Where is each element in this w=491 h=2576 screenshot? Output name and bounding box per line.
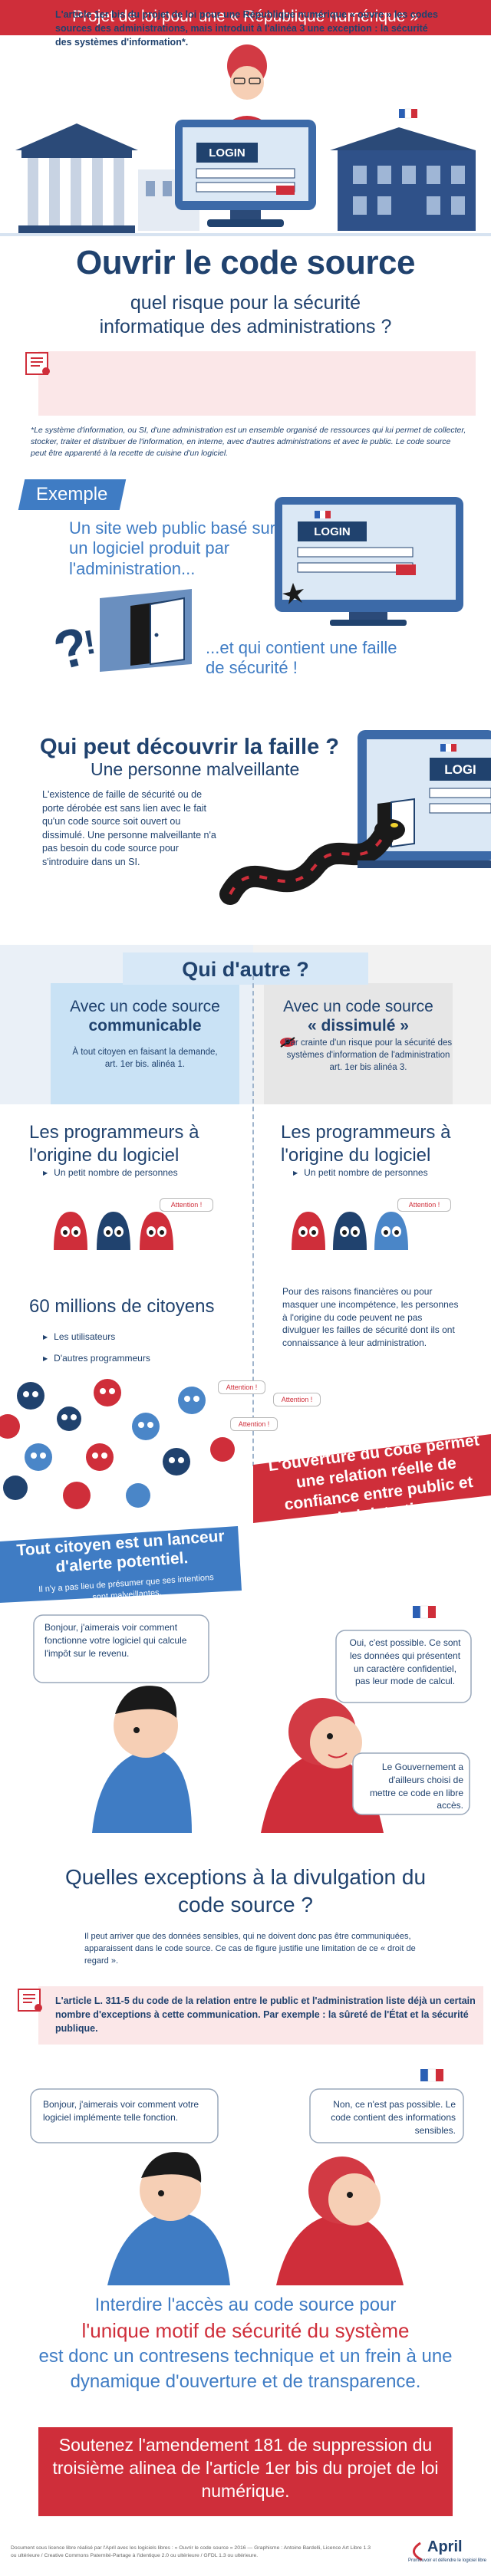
right-col-heading-bold: « dissimulé » xyxy=(308,1017,409,1035)
main-title: Ouvrir le code source xyxy=(76,244,415,281)
left-column-header-bg xyxy=(51,983,239,1104)
exceptions-title: Quelles exceptions à la divulgation du c… xyxy=(64,1865,427,1917)
citizens-bullet-users: Les utilisateurs xyxy=(43,1331,115,1342)
right-column-header-bg xyxy=(264,983,453,1104)
discover-subtitle: Une personne malveillante xyxy=(91,759,300,779)
left-col-heading-pre: Avec un code source xyxy=(70,998,220,1015)
left-programmers-note: Un petit nombre de personnes xyxy=(43,1167,177,1178)
quote-background xyxy=(38,351,476,416)
right-col-heading-pre: Avec un code source xyxy=(283,998,433,1015)
april-logo-icon xyxy=(413,2541,423,2561)
law-quote-box xyxy=(23,351,476,416)
left-programmers-heads-icon xyxy=(54,1212,173,1250)
government-note: Le Gouvernement a d'ailleurs choisi de m… xyxy=(369,1762,463,1811)
footnote-si-definition: *Le système d'information, ou SI, d'une … xyxy=(31,426,466,459)
column-divider xyxy=(252,975,254,1466)
credits-text: Document sous licence libre réalisé par … xyxy=(11,2545,371,2558)
right-programmers-heads-icon xyxy=(292,1212,408,1250)
who-else-title: Qui d'autre ? xyxy=(182,958,309,981)
april-logo-name: April xyxy=(427,2538,463,2555)
exceptions-quote-background xyxy=(38,1986,483,2045)
who-else-ribbon xyxy=(123,952,368,985)
exceptions-paragraph: Il peut arriver que des données sensible… xyxy=(84,1932,416,1966)
discover-text: L'existence de faille de sécurité ou de … xyxy=(42,789,216,867)
example-illustration-icon: LOGIN ? ! xyxy=(48,497,463,682)
scroll-document-icon xyxy=(25,352,50,375)
left-col-heading-bold: communicable xyxy=(88,1017,202,1035)
trust-ribbon-shape xyxy=(253,1434,491,1523)
april-logo-tagline: Promouvoir et défendre le logiciel libre xyxy=(407,2558,486,2563)
left-col-desc: À tout citoyen en faisant la demande, ar… xyxy=(72,1048,218,1070)
admin-speech-2: Non, ce n'est pas possible. Le code cont… xyxy=(331,2099,456,2136)
example-text-flaw: ...et qui contient une faille de sécurit… xyxy=(206,638,397,678)
banner-title: Projet de loi pour une « République numé… xyxy=(72,8,419,25)
left-programmers-heading: Les programmeurs à l'origine du logiciel xyxy=(29,1122,199,1166)
crowd-attention-bubble-2: Attention ! xyxy=(273,1393,321,1406)
right-col-desc: Par crainte d'un risque pour la sécurité… xyxy=(284,1038,453,1073)
exceptions-quote-box xyxy=(15,1986,483,2045)
hidden-eye-icon xyxy=(280,1037,295,1048)
snake-hacker-illustration-icon: LOGI xyxy=(219,730,491,905)
right-programmers-note: Un petit nombre de personnes xyxy=(293,1167,427,1178)
law-quote-text: L'article 1er bis du projet de loi pour … xyxy=(55,9,438,48)
call-to-action-box xyxy=(38,2427,453,2516)
scroll-document-icon-2 xyxy=(18,1989,42,2012)
right-col-heading: Avec un code source « dissimulé » xyxy=(264,997,453,1035)
call-to-action-text: Soutenez l'amendement 181 de suppression… xyxy=(52,2435,439,2501)
discover-title: Qui peut découvrir la faille ? xyxy=(40,735,339,759)
citizens-bullet-programmers: D'autres programmeurs xyxy=(43,1353,150,1364)
conclusion-line-1: Interdire l'accès au code source pour xyxy=(94,2295,397,2315)
hero-login-label: LOGIN xyxy=(209,146,246,160)
top-banner: Projet de loi pour une « République numé… xyxy=(0,0,491,35)
dialogue-2-illustration-icon xyxy=(30,2068,464,2285)
exceptions-quote-text: L'article L. 311-5 du code de la relatio… xyxy=(55,1995,476,2035)
right-attention-bubble: Attention ! xyxy=(397,1198,451,1212)
citizens-heading: 60 millions de citoyens xyxy=(29,1296,215,1317)
citizen-speech-2: Bonjour, j'aimerais voir comment votre l… xyxy=(43,2099,199,2123)
citizens-crowd-icon xyxy=(0,1379,235,1509)
crowd-attention-bubble-1: Attention ! xyxy=(218,1380,265,1394)
left-attention-bubble: Attention ! xyxy=(160,1198,213,1212)
hero-illustration: LOGIN xyxy=(0,35,491,239)
conclusion-text: Interdire l'accès au code source pour l'… xyxy=(15,2293,476,2394)
hero-scene-icon: LOGIN xyxy=(0,35,491,239)
crowd-attention-bubble-3: Attention ! xyxy=(230,1417,278,1431)
conclusion-line-2: l'unique motif de sécurité du système xyxy=(81,2319,410,2343)
citizen-speech-1: Bonjour, j'aimerais voir comment fonctio… xyxy=(44,1622,187,1659)
example-login-label: LOGIN xyxy=(314,525,351,538)
admin-speech-1: Oui, c'est possible. Ce sont les données… xyxy=(349,1637,461,1687)
who-else-panel: Qui d'autre ? xyxy=(0,945,491,1750)
example-text-site: Un site web public basé sur un logiciel … xyxy=(69,518,276,578)
right-column-paragraph: Pour des raisons financières ou pour mas… xyxy=(282,1286,459,1349)
dialogue-illustration-icon xyxy=(33,1605,472,1833)
whistleblower-ribbon-shape xyxy=(0,1526,242,1603)
conclusion-line-3: est donc un contresens technique et un f… xyxy=(38,2346,453,2392)
subtitle: quel risque pour la sécurité informatiqu… xyxy=(99,292,392,338)
right-programmers-heading: Les programmeurs à l'origine du logiciel xyxy=(281,1122,451,1166)
snake-login-label: LOGI xyxy=(444,762,476,777)
left-col-heading: Avec un code source communicable xyxy=(51,997,239,1035)
